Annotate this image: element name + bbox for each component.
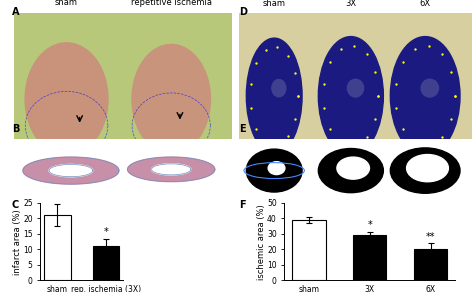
Polygon shape bbox=[152, 164, 191, 175]
Ellipse shape bbox=[132, 44, 210, 154]
Text: **: ** bbox=[426, 232, 435, 242]
Text: repetitive ischemia: repetitive ischemia bbox=[131, 0, 212, 7]
Ellipse shape bbox=[421, 79, 438, 97]
Bar bbox=[292, 220, 326, 280]
Bar bbox=[44, 215, 71, 280]
Bar bbox=[93, 246, 119, 280]
Text: 6X: 6X bbox=[419, 0, 431, 8]
Bar bbox=[353, 235, 386, 280]
Polygon shape bbox=[128, 157, 215, 182]
Polygon shape bbox=[49, 164, 93, 177]
Bar bbox=[414, 248, 447, 280]
Text: A: A bbox=[12, 7, 19, 17]
Ellipse shape bbox=[319, 149, 383, 193]
Text: *: * bbox=[104, 227, 109, 237]
Text: 3X: 3X bbox=[345, 0, 356, 8]
Y-axis label: ischemic area (%): ischemic area (%) bbox=[256, 204, 265, 279]
Ellipse shape bbox=[268, 162, 285, 175]
Ellipse shape bbox=[246, 38, 302, 154]
Ellipse shape bbox=[246, 149, 302, 192]
Ellipse shape bbox=[390, 36, 460, 155]
Text: D: D bbox=[239, 7, 247, 17]
Text: E: E bbox=[239, 124, 246, 134]
Text: B: B bbox=[12, 124, 19, 134]
Y-axis label: infarct area (%): infarct area (%) bbox=[13, 209, 22, 274]
Ellipse shape bbox=[407, 154, 448, 182]
Text: F: F bbox=[239, 200, 246, 210]
Ellipse shape bbox=[272, 79, 286, 97]
Ellipse shape bbox=[390, 148, 460, 193]
Text: sham: sham bbox=[263, 0, 286, 8]
Text: *: * bbox=[367, 220, 372, 230]
Ellipse shape bbox=[25, 43, 108, 155]
Text: sham: sham bbox=[55, 0, 78, 7]
Ellipse shape bbox=[319, 36, 383, 155]
Text: C: C bbox=[12, 200, 19, 210]
Polygon shape bbox=[23, 157, 119, 184]
Ellipse shape bbox=[337, 157, 369, 179]
Ellipse shape bbox=[347, 79, 364, 97]
